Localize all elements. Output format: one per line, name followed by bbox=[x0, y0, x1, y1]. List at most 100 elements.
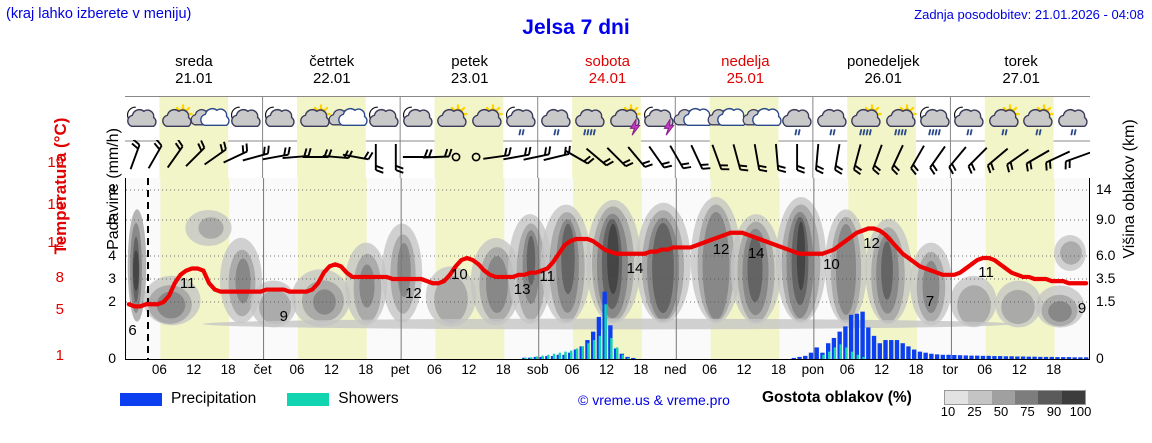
temperature-value-label: 6 bbox=[128, 322, 137, 340]
weather-icon-cloud bbox=[673, 97, 713, 141]
time-tick: čet bbox=[253, 362, 272, 377]
cloud-height-tick: 1.5 bbox=[1096, 293, 1116, 309]
meteogram-plot bbox=[125, 178, 1090, 360]
day-header-nedelja: nedelja 25.01 bbox=[676, 49, 814, 93]
weather-icon-cloud-drizzle bbox=[780, 97, 814, 141]
time-tick: 12 bbox=[736, 362, 752, 377]
day-date: 24.01 bbox=[588, 70, 627, 87]
weather-icon-moon-cloud-drizzle bbox=[504, 97, 538, 141]
precipitation-legend-swatch bbox=[120, 392, 162, 406]
precipitation-tick: 6 bbox=[108, 211, 116, 227]
temperature-value-label: 11 bbox=[978, 263, 994, 281]
precipitation-tick: 8 bbox=[108, 181, 116, 197]
density-swatch bbox=[991, 391, 1015, 404]
cloud-height-tick: 0 bbox=[1096, 350, 1104, 366]
temperature-value-label: 14 bbox=[747, 245, 765, 263]
temperature-value-label: 12 bbox=[712, 240, 730, 258]
weather-icon-moon-cloud bbox=[366, 97, 400, 141]
density-swatch bbox=[968, 391, 992, 404]
day-header-sreda: sreda 21.01 bbox=[125, 49, 263, 93]
time-tick: 12 bbox=[186, 362, 202, 377]
time-tick: 06 bbox=[839, 362, 855, 377]
day-name: ponedeljek bbox=[846, 53, 920, 71]
day-name: torek bbox=[1004, 53, 1038, 71]
density-tick: 75 bbox=[1020, 404, 1035, 419]
weather-icon-cloud-drizzle bbox=[539, 97, 573, 141]
day-header-četrtek: četrtek 22.01 bbox=[263, 49, 401, 93]
day-header-band: sreda 21.01 četrtek 22.01 petek 23.01 sobota 24… bbox=[125, 49, 1090, 93]
day-name: petek bbox=[451, 53, 488, 71]
precipitation-tick: 4 bbox=[108, 247, 116, 263]
cloud-height-tick: 3.5 bbox=[1096, 270, 1116, 286]
cloud-density-legend-label: Gostota oblakov (%) bbox=[762, 389, 912, 406]
cloud-height-axis-title: Višina oblakov (km) bbox=[1121, 119, 1138, 259]
precipitation-tick: 3 bbox=[108, 270, 116, 286]
time-tick: 06 bbox=[151, 362, 167, 377]
weather-icon-sun-cloud-drizzle bbox=[987, 97, 1021, 141]
temperature-tick: 8 bbox=[55, 269, 64, 286]
density-tick: 50 bbox=[993, 404, 1009, 419]
density-swatch bbox=[945, 391, 969, 404]
density-tick: 25 bbox=[967, 404, 982, 419]
temperature-value-label: 9 bbox=[279, 307, 288, 325]
time-tick: 18 bbox=[770, 362, 786, 377]
page-title: Jelsa 7 dni bbox=[522, 16, 630, 39]
time-tick: 06 bbox=[289, 362, 305, 377]
weather-icon-moon-cloud bbox=[125, 97, 159, 141]
temperature-value-label: 7 bbox=[925, 292, 935, 310]
precipitation-tick: 2 bbox=[108, 293, 116, 309]
day-date: 23.01 bbox=[450, 70, 489, 87]
cloud-height-tick: 14 bbox=[1096, 181, 1112, 197]
time-tick: 12 bbox=[874, 362, 890, 377]
day-header-ponedeljek: ponedeljek 26.01 bbox=[814, 49, 952, 93]
temperature-tick: 12 bbox=[47, 234, 64, 251]
day-name: sobota bbox=[584, 53, 631, 71]
temperature-tick: 19 bbox=[47, 154, 64, 171]
temperature-value-label: 14 bbox=[626, 259, 644, 277]
time-tick: 12 bbox=[461, 362, 477, 377]
time-tick: pon bbox=[801, 362, 825, 377]
temperature-value-label: 10 bbox=[451, 266, 468, 284]
time-tick: 18 bbox=[220, 362, 236, 377]
density-tick: 100 bbox=[1069, 404, 1092, 419]
time-tick: 18 bbox=[1046, 362, 1062, 377]
density-tick: 10 bbox=[940, 404, 956, 419]
weather-icon-sun-cloud-thunder bbox=[608, 97, 642, 141]
day-date: 21.01 bbox=[175, 70, 213, 87]
location-hint: (kraj lahko izberete v meniju) bbox=[6, 6, 192, 22]
weather-icon-sun-cloud bbox=[297, 97, 331, 141]
time-tick: ned bbox=[664, 362, 687, 377]
density-swatch bbox=[1014, 391, 1039, 404]
weather-icon-moon-cloud-thunder bbox=[642, 97, 676, 141]
weather-icon-cloud bbox=[190, 97, 230, 141]
temperature-value-label: 12 bbox=[863, 234, 880, 252]
copyright-notice[interactable]: © vreme.us & vreme.pro bbox=[578, 392, 730, 408]
weather-icon-sun-cloud bbox=[435, 97, 469, 141]
weather-icon-cloud-drizzle bbox=[814, 97, 848, 141]
weather-icon-cloud bbox=[328, 97, 368, 141]
weather-icon-cloud-rain bbox=[573, 97, 607, 141]
temperature-value-label: 10 bbox=[823, 255, 840, 273]
day-header-sobota: sobota 24.01 bbox=[539, 49, 677, 93]
temperature-value-label: 12 bbox=[405, 285, 422, 303]
day-header-petek: petek 23.01 bbox=[401, 49, 539, 93]
showers-legend-swatch bbox=[287, 392, 330, 406]
showers-legend-label: Showers bbox=[338, 390, 399, 407]
time-tick: 06 bbox=[977, 362, 993, 377]
series-legend: Precipitation Showers bbox=[120, 389, 399, 409]
temperature-tick: 5 bbox=[55, 301, 64, 318]
day-header-torek: torek 27.01 bbox=[952, 49, 1090, 93]
weather-icon-sun-cloud-drizzle bbox=[1021, 97, 1055, 141]
wind-barb-band bbox=[125, 138, 1091, 178]
weather-icon-moon-cloud-rain bbox=[918, 97, 952, 141]
precipitation-legend-label: Precipitation bbox=[171, 390, 257, 407]
weather-icon-sun-cloud bbox=[159, 97, 193, 141]
time-tick: 06 bbox=[564, 362, 580, 377]
cloud-height-tick: 9.0 bbox=[1096, 211, 1116, 227]
precipitation-tick: 0 bbox=[108, 350, 116, 366]
cloud-height-tick: 6.0 bbox=[1096, 247, 1116, 263]
day-name: sreda bbox=[175, 53, 213, 71]
day-date: 25.01 bbox=[726, 70, 765, 87]
weather-icon-sun-cloud-rain bbox=[849, 97, 883, 141]
cloud-density-colorbar bbox=[944, 390, 1086, 405]
